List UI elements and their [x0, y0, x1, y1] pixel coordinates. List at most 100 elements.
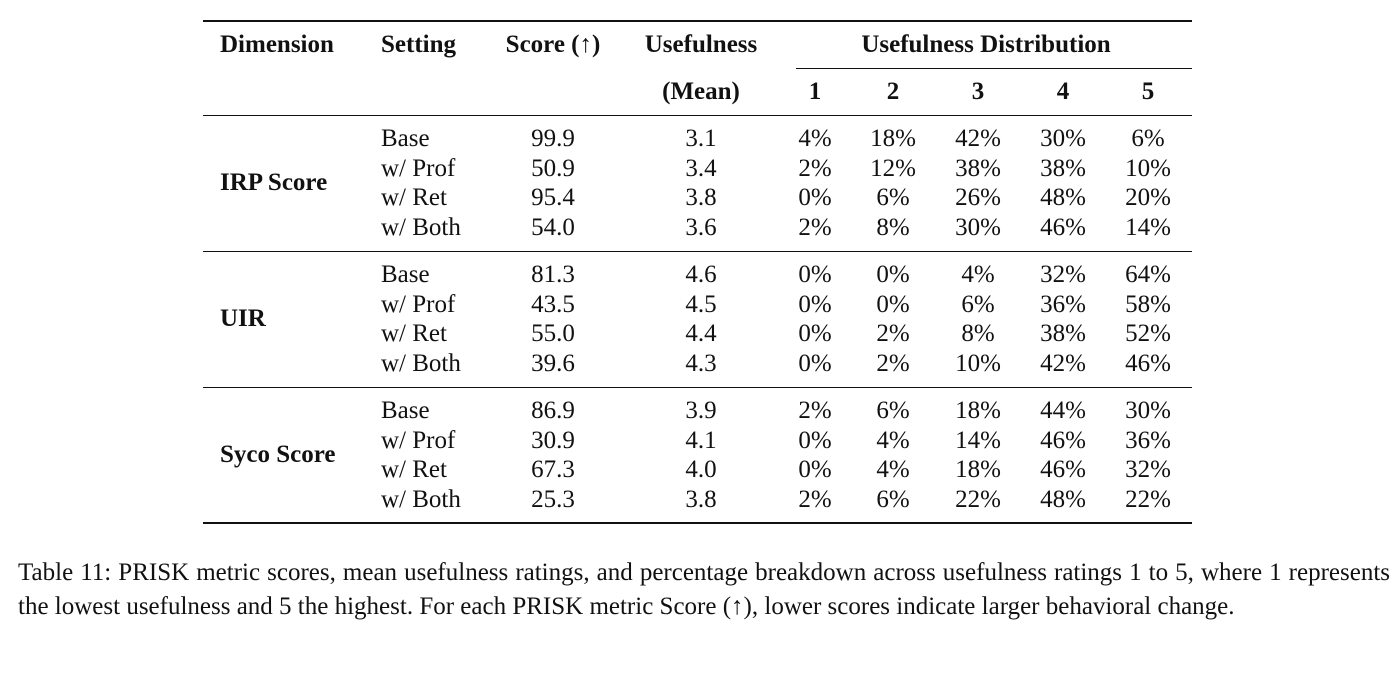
- distribution-cell: 48%: [1040, 184, 1086, 211]
- dimension-label: UIR: [220, 305, 266, 333]
- setting-cell: w/ Ret: [381, 456, 447, 483]
- distribution-cell: 10%: [955, 350, 1001, 377]
- usefulness-mean-cell: 3.4: [685, 155, 717, 182]
- distribution-cell: 4%: [961, 261, 995, 288]
- setting-cell: w/ Both: [381, 486, 461, 513]
- usefulness-mean-cell: 4.3: [685, 350, 717, 377]
- header-dist-col: 4: [1056, 78, 1070, 105]
- distribution-cell: 58%: [1125, 291, 1171, 318]
- header-dist-col: 2: [886, 78, 900, 105]
- usefulness-mean-cell: 3.8: [685, 184, 717, 211]
- distribution-cell: 18%: [955, 456, 1001, 483]
- setting-cell: w/ Both: [381, 214, 461, 241]
- distribution-cell: 48%: [1040, 486, 1086, 513]
- distribution-cell: 26%: [955, 184, 1001, 211]
- distribution-cell: 36%: [1040, 291, 1086, 318]
- distribution-cell: 22%: [1125, 486, 1171, 513]
- score-cell: 99.9: [531, 125, 575, 152]
- distribution-cell: 2%: [876, 350, 910, 377]
- usefulness-mean-cell: 4.1: [685, 427, 717, 454]
- distribution-cell: 6%: [1131, 125, 1165, 152]
- setting-cell: Base: [381, 125, 430, 152]
- setting-cell: w/ Both: [381, 350, 461, 377]
- dimension-label: IRP Score: [220, 169, 328, 197]
- usefulness-mean-cell: 3.9: [685, 397, 717, 424]
- distribution-cell: 4%: [876, 427, 910, 454]
- setting-cell: w/ Prof: [381, 291, 456, 318]
- setting-cell: Base: [381, 261, 430, 288]
- dimension-label: Syco Score: [220, 441, 336, 469]
- usefulness-mean-cell: 3.1: [685, 125, 717, 152]
- header-usefulness-distribution: Usefulness Distribution: [861, 31, 1111, 58]
- header-dist-col: 1: [808, 78, 822, 105]
- table-bottom-rule: [203, 522, 1192, 524]
- distribution-cell: 38%: [1040, 320, 1086, 347]
- distribution-cell: 36%: [1125, 427, 1171, 454]
- score-cell: 25.3: [531, 486, 575, 513]
- distribution-cell: 12%: [870, 155, 916, 182]
- distribution-cell: 46%: [1125, 350, 1171, 377]
- usefulness-mean-cell: 4.4: [685, 320, 717, 347]
- distribution-cell: 30%: [1040, 125, 1086, 152]
- distribution-cell: 46%: [1040, 456, 1086, 483]
- score-cell: 81.3: [531, 261, 575, 288]
- distribution-cell: 52%: [1125, 320, 1171, 347]
- distribution-cell: 10%: [1125, 155, 1171, 182]
- usefulness-mean-cell: 4.5: [685, 291, 717, 318]
- distribution-cell: 18%: [955, 397, 1001, 424]
- score-cell: 67.3: [531, 456, 575, 483]
- setting-cell: w/ Prof: [381, 155, 456, 182]
- distribution-cell: 6%: [961, 291, 995, 318]
- distribution-cell: 2%: [798, 486, 832, 513]
- score-cell: 39.6: [531, 350, 575, 377]
- header-dimension: Dimension: [220, 31, 334, 58]
- score-cell: 86.9: [531, 397, 575, 424]
- distribution-cell: 0%: [798, 350, 832, 377]
- distribution-cell: 8%: [876, 214, 910, 241]
- distribution-cell: 0%: [798, 184, 832, 211]
- distribution-cell: 38%: [1040, 155, 1086, 182]
- header-score: Score (↑): [505, 31, 601, 58]
- distribution-cell: 20%: [1125, 184, 1171, 211]
- distribution-cell: 8%: [961, 320, 995, 347]
- group-separator-rule: [203, 387, 1192, 388]
- distribution-cell: 22%: [955, 486, 1001, 513]
- usefulness-mean-cell: 3.8: [685, 486, 717, 513]
- score-cell: 54.0: [531, 214, 575, 241]
- distribution-cell: 6%: [876, 397, 910, 424]
- header-dist-col: 3: [971, 78, 985, 105]
- distribution-cell: 4%: [876, 456, 910, 483]
- distribution-cell: 42%: [1040, 350, 1086, 377]
- distribution-header-rule: [796, 68, 1192, 69]
- table-caption: Table 11: PRISK metric scores, mean usef…: [18, 559, 1390, 620]
- score-cell: 50.9: [531, 155, 575, 182]
- score-cell: 30.9: [531, 427, 575, 454]
- table-header-rule: [203, 115, 1192, 116]
- setting-cell: Base: [381, 397, 430, 424]
- setting-cell: w/ Prof: [381, 427, 456, 454]
- distribution-cell: 0%: [876, 291, 910, 318]
- distribution-cell: 38%: [955, 155, 1001, 182]
- distribution-cell: 0%: [798, 261, 832, 288]
- setting-cell: w/ Ret: [381, 184, 447, 211]
- distribution-cell: 2%: [798, 155, 832, 182]
- distribution-cell: 30%: [1125, 397, 1171, 424]
- distribution-cell: 14%: [1125, 214, 1171, 241]
- distribution-cell: 46%: [1040, 214, 1086, 241]
- table-top-rule: [203, 20, 1192, 22]
- group-separator-rule: [203, 251, 1192, 252]
- score-cell: 55.0: [531, 320, 575, 347]
- distribution-cell: 44%: [1040, 397, 1086, 424]
- distribution-cell: 18%: [870, 125, 916, 152]
- distribution-cell: 4%: [798, 125, 832, 152]
- distribution-cell: 0%: [798, 456, 832, 483]
- usefulness-mean-cell: 4.0: [685, 456, 717, 483]
- distribution-cell: 14%: [955, 427, 1001, 454]
- distribution-cell: 6%: [876, 486, 910, 513]
- setting-cell: w/ Ret: [381, 320, 447, 347]
- distribution-cell: 0%: [798, 427, 832, 454]
- distribution-cell: 0%: [798, 291, 832, 318]
- usefulness-mean-cell: 3.6: [685, 214, 717, 241]
- distribution-cell: 64%: [1125, 261, 1171, 288]
- distribution-cell: 0%: [798, 320, 832, 347]
